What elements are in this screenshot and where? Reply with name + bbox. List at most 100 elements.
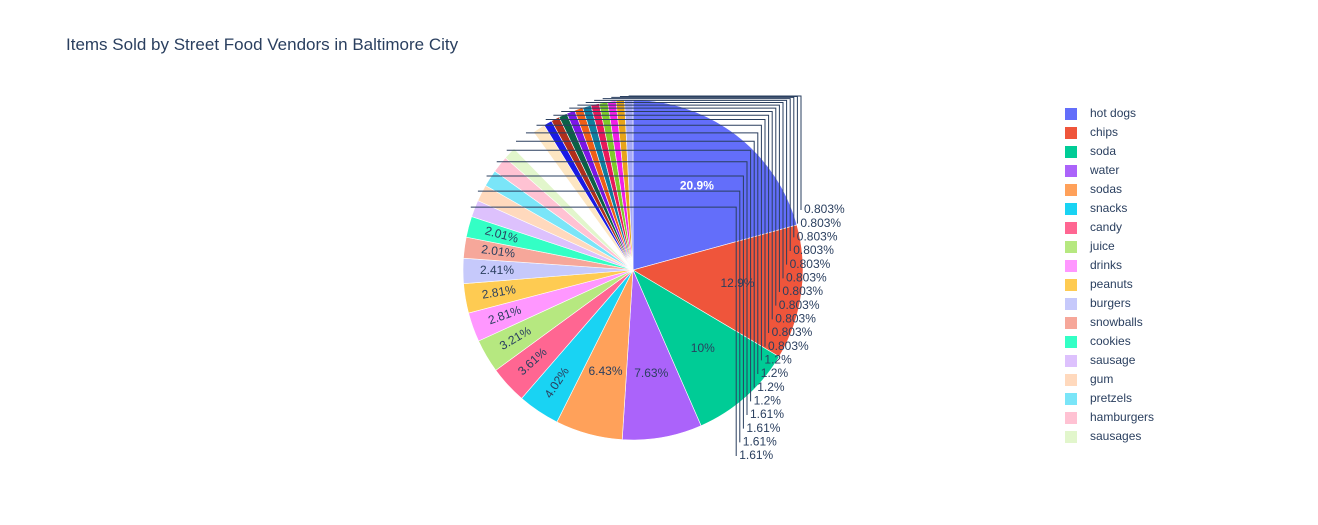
chart-title: Items Sold by Street Food Vendors in Bal… xyxy=(66,35,459,54)
legend: hot dogs chips soda water sodas snacks candy ju… xyxy=(1065,106,1154,443)
legend-item-sodas[interactable]: sodas xyxy=(1065,182,1122,196)
leader-line xyxy=(577,104,780,292)
slice-label-item-29: 0.803% xyxy=(793,243,834,257)
leader-line xyxy=(569,107,777,306)
slice-label-hot-dogs: 20.9% xyxy=(680,178,714,192)
slice-label-peanuts: 2.81% xyxy=(481,282,517,302)
leader-line xyxy=(486,175,744,429)
outside-labels: 1.61%1.61%1.61%1.61%1.2%1.2%1.2%1.2%0.80… xyxy=(470,95,845,462)
leader-line xyxy=(477,190,741,443)
legend-swatch xyxy=(1065,336,1077,348)
leader-line xyxy=(536,124,762,361)
legend-swatch xyxy=(1065,260,1077,272)
slice-label-item-21: 1.2% xyxy=(764,353,792,367)
legend-item-hot-dogs[interactable]: hot dogs xyxy=(1065,106,1136,120)
legend-label: soda xyxy=(1090,144,1116,158)
slice-label-chips: 12.9% xyxy=(720,276,754,290)
slice-label-item-20: 1.2% xyxy=(761,366,789,380)
slice-label-gum: 1.61% xyxy=(743,435,777,449)
pie-slice-soda[interactable] xyxy=(632,269,780,427)
leader-line xyxy=(545,118,766,347)
leader-line xyxy=(628,95,802,210)
slice-label-item-22: 0.803% xyxy=(768,339,809,353)
legend-swatch xyxy=(1065,203,1077,215)
leader-line xyxy=(553,114,770,333)
legend-item-gum[interactable]: gum xyxy=(1065,372,1113,386)
legend-item-sausages[interactable]: sausages xyxy=(1065,429,1141,443)
legend-swatch xyxy=(1065,241,1077,253)
legend-item-drinks[interactable]: drinks xyxy=(1065,258,1122,272)
legend-swatch xyxy=(1065,279,1077,291)
legend-item-pretzels[interactable]: pretzels xyxy=(1065,391,1132,405)
legend-label: sausages xyxy=(1090,429,1141,443)
legend-item-burgers[interactable]: burgers xyxy=(1065,296,1131,310)
legend-swatch xyxy=(1065,317,1077,329)
legend-label: pretzels xyxy=(1090,391,1132,405)
slice-label-item-31: 0.803% xyxy=(800,216,841,230)
slice-label-soda: 10% xyxy=(691,341,715,355)
legend-item-hamburgers[interactable]: hamburgers xyxy=(1065,410,1154,424)
slice-label-water: 7.63% xyxy=(634,366,668,380)
legend-swatch xyxy=(1065,393,1077,405)
legend-item-juice[interactable]: juice xyxy=(1065,239,1115,253)
legend-swatch xyxy=(1065,108,1077,120)
leader-line xyxy=(470,206,737,456)
legend-swatch xyxy=(1065,222,1077,234)
legend-label: burgers xyxy=(1090,296,1131,310)
legend-item-chips[interactable]: chips xyxy=(1065,125,1118,139)
slice-label-pretzels: 1.61% xyxy=(746,421,780,435)
pie-slices xyxy=(462,99,804,441)
legend-item-sausage[interactable]: sausage xyxy=(1065,353,1136,367)
legend-item-soda[interactable]: soda xyxy=(1065,144,1116,158)
legend-item-water[interactable]: water xyxy=(1065,163,1119,177)
slice-label-item-28: 0.803% xyxy=(790,257,831,271)
pie-slice-chips[interactable] xyxy=(632,224,804,358)
slice-label-burgers: 2.41% xyxy=(480,263,514,277)
legend-label: snacks xyxy=(1090,201,1127,215)
legend-label: drinks xyxy=(1090,258,1122,272)
legend-swatch xyxy=(1065,146,1077,158)
slice-label-item-26: 0.803% xyxy=(782,284,823,298)
slice-label-hamburgers: 1.61% xyxy=(750,407,784,421)
legend-label: hamburgers xyxy=(1090,410,1154,424)
legend-item-snowballs[interactable]: snowballs xyxy=(1065,315,1143,329)
leader-line xyxy=(496,161,748,415)
pie-slice-hot-dogs[interactable] xyxy=(632,99,798,271)
legend-item-candy[interactable]: candy xyxy=(1065,220,1122,234)
slice-label-item-27: 0.803% xyxy=(786,271,827,285)
legend-swatch xyxy=(1065,298,1077,310)
legend-label: peanuts xyxy=(1090,277,1133,291)
legend-swatch xyxy=(1065,412,1077,424)
leader-line xyxy=(516,140,755,388)
slice-label-item-30: 0.803% xyxy=(797,230,838,244)
legend-label: hot dogs xyxy=(1090,106,1136,120)
leader-line xyxy=(585,102,784,279)
leader-line xyxy=(506,149,752,402)
leader-line xyxy=(561,111,773,320)
legend-swatch xyxy=(1065,355,1077,367)
slice-label-item-24: 0.803% xyxy=(775,312,816,326)
leader-line xyxy=(602,98,791,251)
slice-label-sodas: 6.43% xyxy=(588,364,622,378)
slice-label-item-19: 1.2% xyxy=(757,380,785,394)
legend-label: juice xyxy=(1089,239,1115,253)
leader-line xyxy=(594,99,788,265)
slice-label-snowballs: 2.01% xyxy=(481,242,517,260)
slice-label-item-25: 0.803% xyxy=(779,298,820,312)
legend-label: sodas xyxy=(1090,182,1122,196)
legend-swatch xyxy=(1065,165,1077,177)
legend-swatch xyxy=(1065,184,1077,196)
legend-label: snowballs xyxy=(1090,315,1143,329)
legend-item-cookies[interactable]: cookies xyxy=(1065,334,1131,348)
legend-swatch xyxy=(1065,127,1077,139)
slice-label-item-32: 0.803% xyxy=(804,202,845,216)
slice-label-sausage: 1.61% xyxy=(739,448,773,462)
slice-label-item-23: 0.803% xyxy=(772,325,813,339)
leader-line xyxy=(525,132,759,374)
legend-item-snacks[interactable]: snacks xyxy=(1065,201,1127,215)
legend-label: cookies xyxy=(1090,334,1131,348)
legend-label: sausage xyxy=(1090,353,1136,367)
legend-item-peanuts[interactable]: peanuts xyxy=(1065,277,1133,291)
legend-label: water xyxy=(1089,163,1119,177)
